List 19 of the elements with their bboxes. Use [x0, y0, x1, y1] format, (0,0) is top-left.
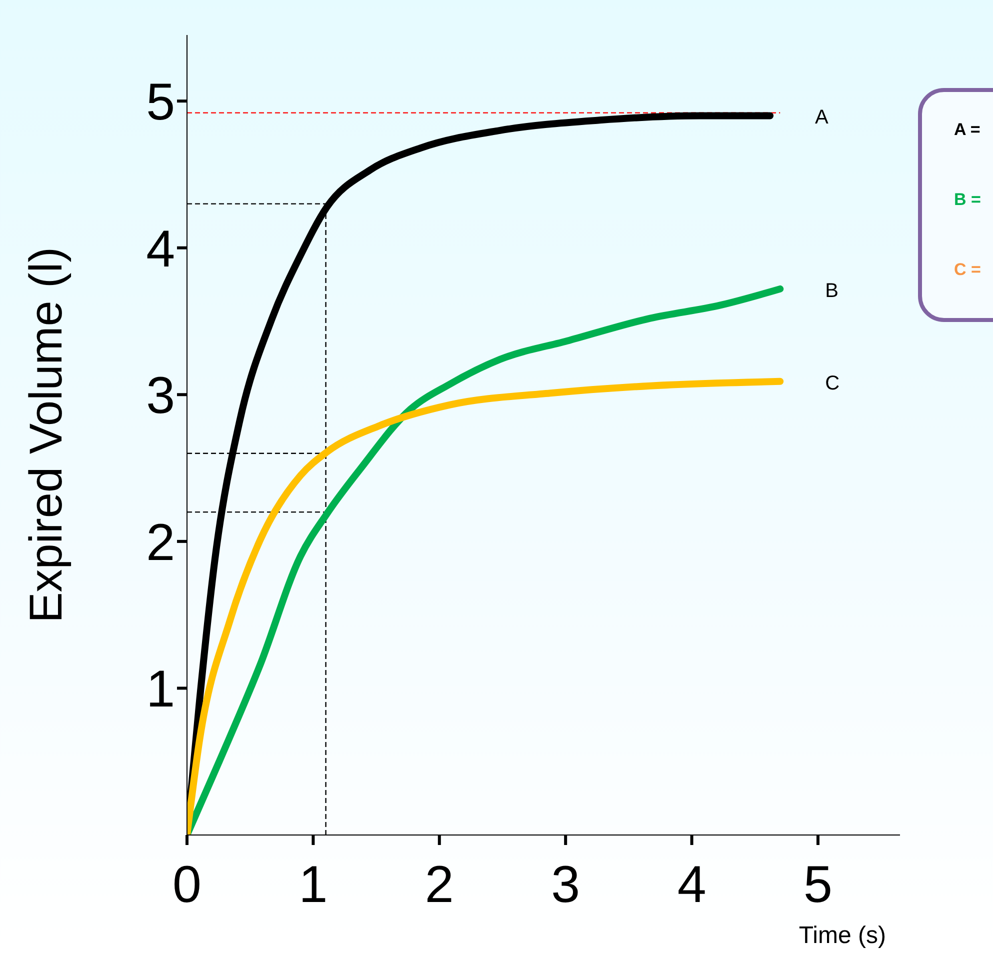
x-tick-label: 0 — [172, 856, 202, 914]
x-tick-label: 3 — [551, 856, 580, 914]
y-tick-label: 1 — [146, 660, 175, 719]
text: A = — [954, 120, 980, 140]
text: B = — [954, 190, 981, 210]
x-tick-label: 1 — [298, 856, 328, 914]
y-axis-title: Expired Volume (l) — [19, 247, 72, 623]
text: B — [825, 280, 838, 302]
y-tick-label: 3 — [146, 367, 175, 426]
y-tick-label: 5 — [146, 74, 175, 132]
text: C = — [954, 260, 981, 280]
x-tick-label: 2 — [424, 856, 454, 914]
x-axis-title: Time (s) — [798, 922, 886, 949]
x-tick-label: 5 — [804, 856, 832, 914]
text: C — [825, 372, 840, 394]
text: A — [815, 106, 830, 129]
y-tick-label: 4 — [146, 220, 175, 278]
x-tick-label: 4 — [677, 856, 706, 914]
y-tick-label: 2 — [146, 514, 175, 572]
